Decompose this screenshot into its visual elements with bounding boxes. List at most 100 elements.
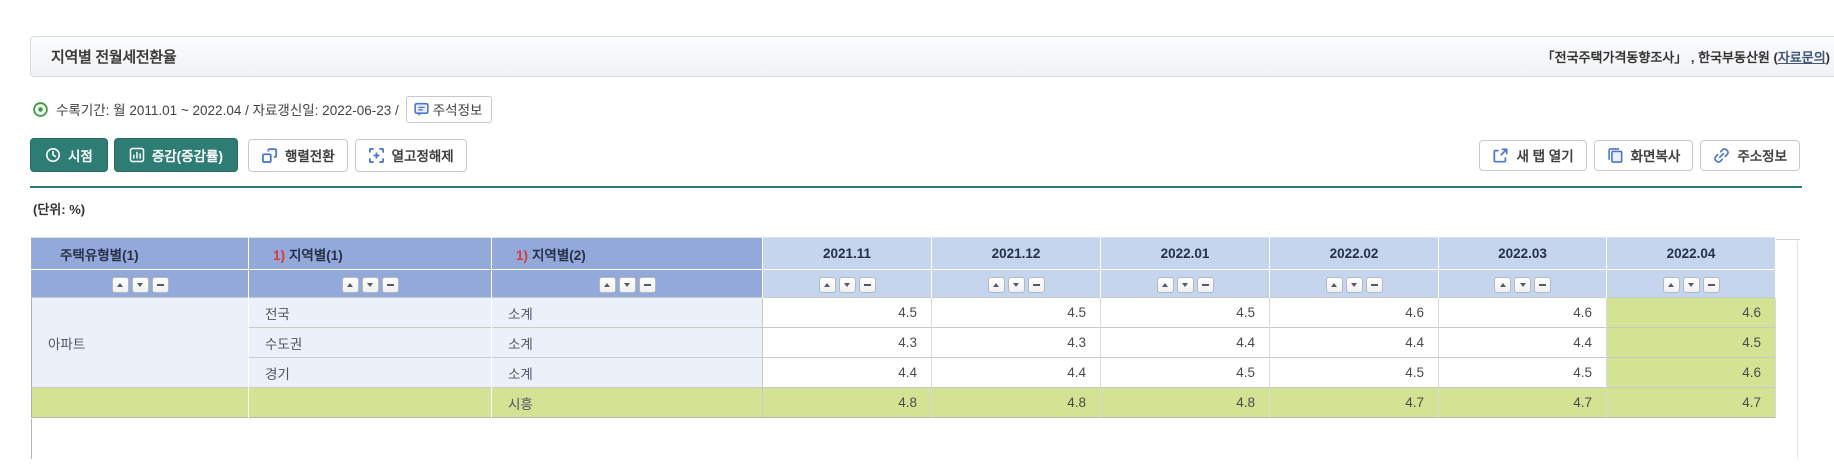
col-header-period: 2022.01 xyxy=(1100,237,1270,270)
col-header-label: 주택유형별(1) xyxy=(60,247,139,263)
cell-value: 4.5 xyxy=(1100,297,1270,328)
sort-asc-icon xyxy=(604,282,610,287)
new-tab-button-label: 새 탭 열기 xyxy=(1516,149,1574,164)
annotation-button[interactable]: 주석정보 xyxy=(405,95,493,123)
sort-clear-button[interactable] xyxy=(151,276,169,293)
sort-asc-button[interactable] xyxy=(111,276,129,293)
scrollbar-track[interactable] xyxy=(1797,241,1798,459)
sort-desc-icon xyxy=(1519,282,1526,287)
new-tab-icon xyxy=(1493,147,1508,163)
screen-copy-button[interactable]: 화면복사 xyxy=(1593,139,1694,171)
col-header-period: 2022.04 xyxy=(1606,237,1776,270)
sort-desc-button[interactable] xyxy=(131,276,149,293)
sort-asc-button[interactable] xyxy=(341,276,359,293)
sort-desc-button[interactable] xyxy=(618,276,636,293)
sort-clear-button[interactable] xyxy=(1027,276,1045,293)
col-header-period: 2022.03 xyxy=(1438,237,1607,270)
sort-clear-button[interactable] xyxy=(1702,276,1720,293)
unfreeze-columns-button[interactable]: 열고정해제 xyxy=(354,138,467,172)
table-row: 수도권 소계 4.3 4.3 4.4 4.4 4.4 4.5 xyxy=(32,327,1776,358)
sort-desc-button[interactable] xyxy=(838,276,856,293)
sort-asc-button[interactable] xyxy=(598,276,616,293)
sort-desc-button[interactable] xyxy=(1176,276,1194,293)
sort-asc-button[interactable] xyxy=(818,276,836,293)
cell-value: 4.4 xyxy=(931,357,1101,388)
sort-asc-icon xyxy=(993,282,999,287)
cell-region2: 소계 xyxy=(491,357,763,388)
unit-label: (단위: %) xyxy=(33,202,86,217)
sort-asc-icon xyxy=(1162,282,1168,287)
unfreeze-columns-button-label: 열고정해제 xyxy=(391,149,454,164)
table-edge-line xyxy=(1776,239,1800,240)
cell-value: 4.4 xyxy=(762,357,932,388)
sort-asc-button[interactable] xyxy=(1325,276,1343,293)
sort-clear-button[interactable] xyxy=(638,276,656,293)
sort-desc-button[interactable] xyxy=(361,276,379,293)
address-info-button-label: 주소정보 xyxy=(1737,149,1787,164)
sort-desc-button[interactable] xyxy=(1007,276,1025,293)
sort-desc-icon xyxy=(1351,282,1357,287)
sort-asc-button[interactable] xyxy=(1156,276,1174,293)
col-header-label: 지역별(2) xyxy=(532,247,586,263)
new-tab-button[interactable]: 새 탭 열기 xyxy=(1479,139,1587,171)
header-footnote-mark: 1) xyxy=(273,247,286,263)
sort-cell xyxy=(931,269,1101,298)
change-rate-button[interactable]: 증감(증감률) xyxy=(113,138,238,172)
sort-cell xyxy=(762,269,932,298)
sort-clear-icon xyxy=(1032,283,1040,286)
sort-desc-button[interactable] xyxy=(1345,276,1363,293)
sort-desc-icon xyxy=(1182,282,1188,287)
data-inquiry-link[interactable]: 자료문의 xyxy=(1777,50,1826,65)
sort-asc-button[interactable] xyxy=(987,276,1005,293)
cell-value: 4.5 xyxy=(931,297,1101,328)
sort-clear-button[interactable] xyxy=(381,276,399,293)
sort-desc-button[interactable] xyxy=(1514,276,1531,293)
sort-clear-button[interactable] xyxy=(858,276,876,293)
cell-house-type xyxy=(31,387,249,418)
clock-icon xyxy=(46,148,60,162)
sort-clear-icon xyxy=(643,283,651,286)
sort-asc-icon xyxy=(117,282,123,287)
title-bar: 지역별 전월세전환율 「전국주택가격동향조사」 , 한국부동산원 (자료문의) xyxy=(30,36,1834,77)
header-row: 주택유형별(1) 1) 지역별(1) 1) 지역별(2) 2021.11 2021.… xyxy=(31,237,1776,270)
cell-value: 4.5 xyxy=(1438,357,1607,388)
sort-asc-icon xyxy=(1499,282,1506,287)
cell-region2: 소계 xyxy=(491,327,763,358)
table-row: 경기 소계 4.4 4.4 4.5 4.5 4.5 4.6 xyxy=(32,357,1776,388)
time-button[interactable]: 시점 xyxy=(30,138,108,172)
transpose-button-label: 행렬전환 xyxy=(284,149,335,164)
cell-value-highlighted: 4.6 xyxy=(1606,357,1776,388)
annotation-button-label: 주석정보 xyxy=(432,103,483,118)
sort-clear-button[interactable] xyxy=(1365,276,1383,293)
page-title: 지역별 전월세전환율 xyxy=(51,49,177,66)
bar-chart-icon xyxy=(129,147,145,163)
sort-asc-button[interactable] xyxy=(1662,276,1680,293)
sort-asc-icon xyxy=(824,282,830,287)
sort-asc-button[interactable] xyxy=(1494,276,1511,293)
sort-cell xyxy=(248,269,492,298)
sort-row xyxy=(31,269,1776,298)
sort-asc-icon xyxy=(1331,282,1337,287)
sort-clear-button[interactable] xyxy=(1534,276,1551,293)
col-header-period: 2021.11 xyxy=(762,237,932,270)
sort-desc-icon xyxy=(1688,282,1694,287)
address-info-button[interactable]: 주소정보 xyxy=(1700,139,1800,171)
period-info-text: 수록기간: 월 2011.01 ~ 2022.04 / 자료갱신일: 2022-… xyxy=(56,103,399,118)
sort-desc-icon xyxy=(844,282,850,287)
data-table-wrap: 주택유형별(1) 1) 지역별(1) 1) 지역별(2) 2021.11 2021.… xyxy=(31,237,1776,418)
sort-desc-icon xyxy=(367,282,373,287)
sort-desc-button[interactable] xyxy=(1682,276,1700,293)
cell-value: 4.4 xyxy=(1100,327,1270,358)
col-header-period: 2022.02 xyxy=(1269,237,1439,270)
sort-desc-icon xyxy=(1013,282,1019,287)
link-icon xyxy=(1714,147,1730,163)
sort-clear-icon xyxy=(386,283,394,286)
sort-clear-button[interactable] xyxy=(1196,276,1214,293)
col-header-region1: 1) 지역별(1) xyxy=(248,237,492,270)
sort-cell xyxy=(1606,269,1776,298)
transpose-button[interactable]: 행렬전환 xyxy=(247,138,348,172)
cell-value: 4.5 xyxy=(1100,357,1270,388)
cell-value: 4.7 xyxy=(1438,387,1607,418)
table-row-highlighted: 시흥 4.8 4.8 4.8 4.7 4.7 4.7 xyxy=(31,387,1776,418)
